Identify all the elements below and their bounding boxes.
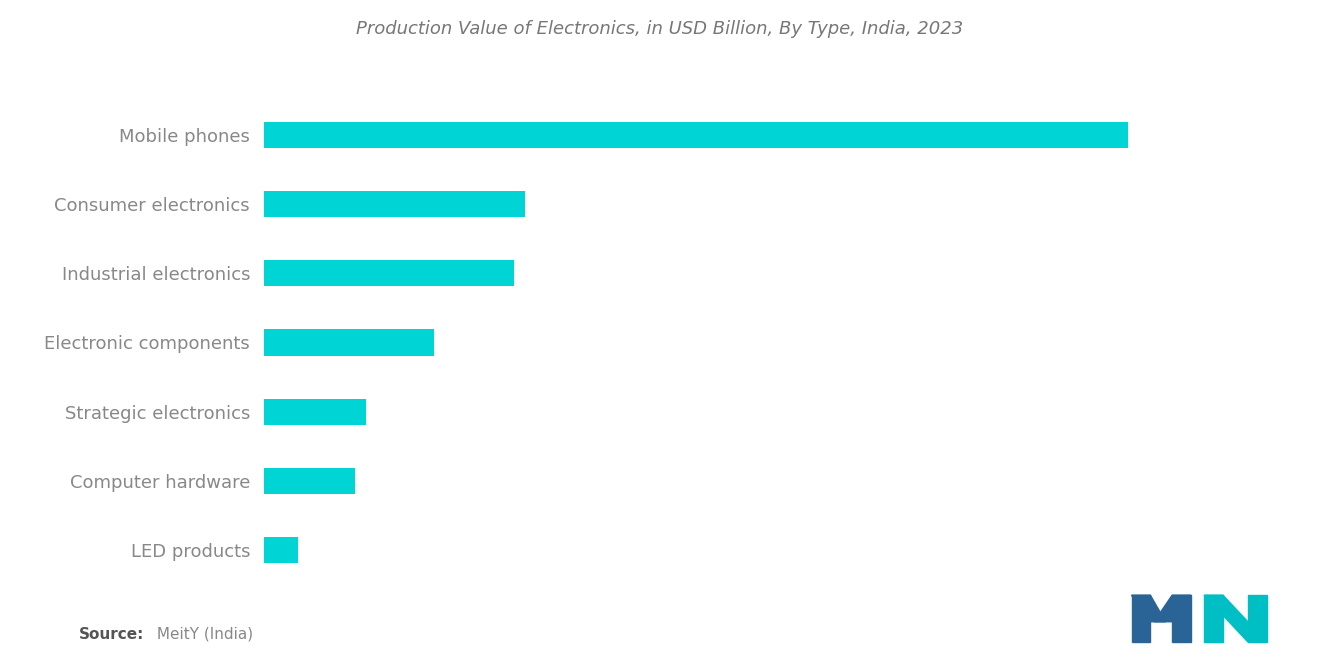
Bar (1204, 595, 1222, 642)
Bar (264, 537, 298, 563)
Bar (264, 467, 355, 494)
Bar (1247, 595, 1267, 642)
Polygon shape (1131, 595, 1166, 622)
Bar (1172, 595, 1191, 642)
Text: Source:: Source: (79, 626, 145, 642)
Bar (1131, 595, 1150, 642)
Polygon shape (1154, 595, 1191, 622)
Text: MeitY (India): MeitY (India) (152, 626, 253, 642)
Bar (264, 398, 366, 425)
Bar (264, 260, 513, 287)
Bar (264, 191, 525, 217)
Bar (264, 329, 434, 356)
Bar (264, 122, 1127, 148)
Text: Production Value of Electronics, in USD Billion, By Type, India, 2023: Production Value of Electronics, in USD … (356, 20, 964, 38)
Polygon shape (1204, 595, 1267, 642)
